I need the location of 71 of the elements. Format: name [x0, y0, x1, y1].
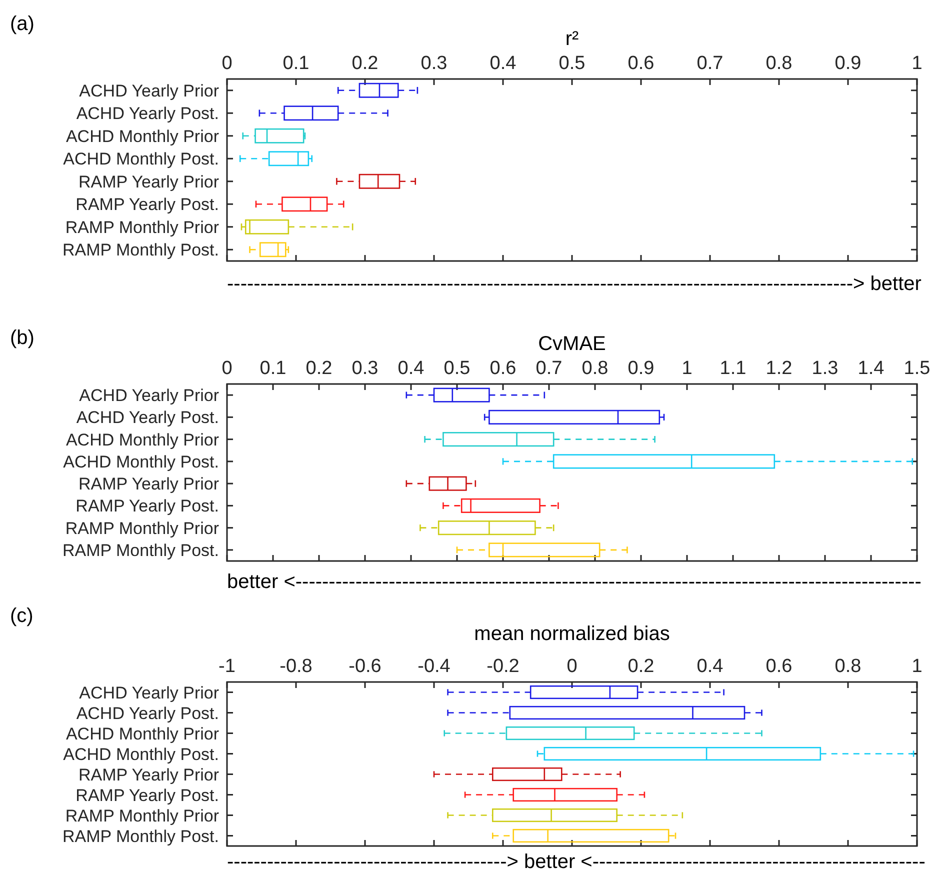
text: better <---------------------------------------------------------------------------------------------- [227, 571, 922, 593]
y-tick-label: ACHD Yearly Post. [76, 704, 219, 723]
x-tick-label: 0.2 [306, 358, 332, 379]
text: ----------------------------------------------------------------------------------------------> better [227, 273, 922, 295]
x-tick-label: 0.1 [282, 53, 310, 74]
x-tick-label: 0.3 [420, 53, 448, 74]
x-tick-label: 0.4 [398, 358, 425, 379]
x-tick-label: 0.8 [766, 53, 792, 74]
chart-title: CvMAE [538, 333, 606, 355]
y-tick-label: RAMP Monthly Post. [62, 826, 219, 846]
x-tick-label: 1.4 [858, 358, 885, 379]
y-tick-label: RAMP Yearly Post. [76, 496, 219, 516]
y-tick-label: RAMP Yearly Prior [78, 765, 220, 784]
x-tick-label: 0 [222, 53, 232, 74]
x-tick-label: 0.8 [582, 358, 608, 379]
chart-title: r² [565, 28, 579, 50]
y-tick-label: RAMP Yearly Post. [76, 195, 219, 214]
y-tick-label: ACHD Monthly Prior [66, 430, 220, 450]
y-tick-label: RAMP Monthly Prior [65, 518, 220, 538]
x-tick-label: 0.9 [834, 53, 862, 74]
x-tick-label: -0.4 [418, 656, 451, 677]
y-tick-label: ACHD Yearly Post. [76, 408, 219, 428]
x-tick-label: 1 [682, 358, 692, 379]
y-tick-label: ACHD Yearly Prior [79, 81, 220, 100]
x-tick-label: 1.1 [720, 358, 746, 379]
x-tick-label: -0.8 [280, 656, 312, 677]
x-tick-label: 1 [912, 53, 922, 74]
y-tick-label: RAMP Monthly Post. [62, 540, 219, 560]
y-tick-label: RAMP Yearly Post. [76, 786, 219, 805]
x-tick-label: 1.3 [812, 358, 838, 379]
x-tick-label: 0.5 [558, 53, 586, 74]
x-tick-label: 0.8 [834, 656, 862, 677]
x-tick-label: 0.5 [444, 358, 470, 379]
y-tick-label: RAMP Monthly Post. [62, 240, 219, 260]
y-tick-label: ACHD Monthly Post. [63, 150, 219, 169]
y-tick-label: ACHD Monthly Post. [63, 452, 219, 472]
y-tick-label: ACHD Yearly Prior [79, 386, 220, 406]
text: (a) [10, 13, 34, 35]
text: (b) [10, 327, 34, 349]
x-tick-label: 1.5 [904, 358, 930, 379]
x-tick-label: 0.9 [628, 358, 654, 379]
y-tick-label: ACHD Monthly Post. [63, 744, 219, 764]
x-tick-label: 0.2 [352, 53, 378, 74]
y-tick-label: ACHD Monthly Prior [66, 126, 220, 146]
x-tick-label: 1.2 [766, 358, 792, 379]
text: (c) [10, 605, 34, 627]
x-tick-label: 0.6 [490, 358, 516, 379]
y-tick-label: RAMP Yearly Prior [78, 474, 220, 494]
x-tick-label: -0.2 [486, 656, 520, 677]
x-tick-label: 0.4 [490, 53, 517, 74]
y-tick-label: RAMP Monthly Prior [65, 806, 220, 826]
x-tick-label: 0.6 [628, 53, 654, 74]
chart-title: mean normalized bias [474, 623, 670, 645]
x-tick-label: 0.3 [352, 358, 378, 379]
x-tick-label: 0.1 [260, 358, 286, 379]
x-tick-label: -1 [218, 656, 236, 677]
x-tick-label: 0.6 [766, 656, 792, 677]
x-tick-label: 0.2 [628, 656, 654, 677]
y-tick-label: ACHD Yearly Post. [76, 104, 219, 124]
y-tick-label: RAMP Yearly Prior [78, 172, 220, 192]
x-tick-label: 0.4 [696, 656, 724, 677]
x-tick-label: -0.6 [348, 656, 382, 677]
text: ------------------------------------------> better <-------------------------------------------------- [227, 851, 926, 873]
x-tick-label: 0.7 [536, 358, 562, 379]
y-tick-label: ACHD Monthly Prior [66, 724, 220, 744]
x-tick-label: 0 [222, 358, 232, 379]
x-tick-label: 1 [912, 656, 922, 677]
x-tick-label: 0 [566, 656, 578, 677]
x-tick-label: 0.7 [696, 53, 724, 74]
y-tick-label: RAMP Monthly Prior [65, 218, 220, 237]
y-tick-label: ACHD Yearly Prior [79, 683, 220, 702]
